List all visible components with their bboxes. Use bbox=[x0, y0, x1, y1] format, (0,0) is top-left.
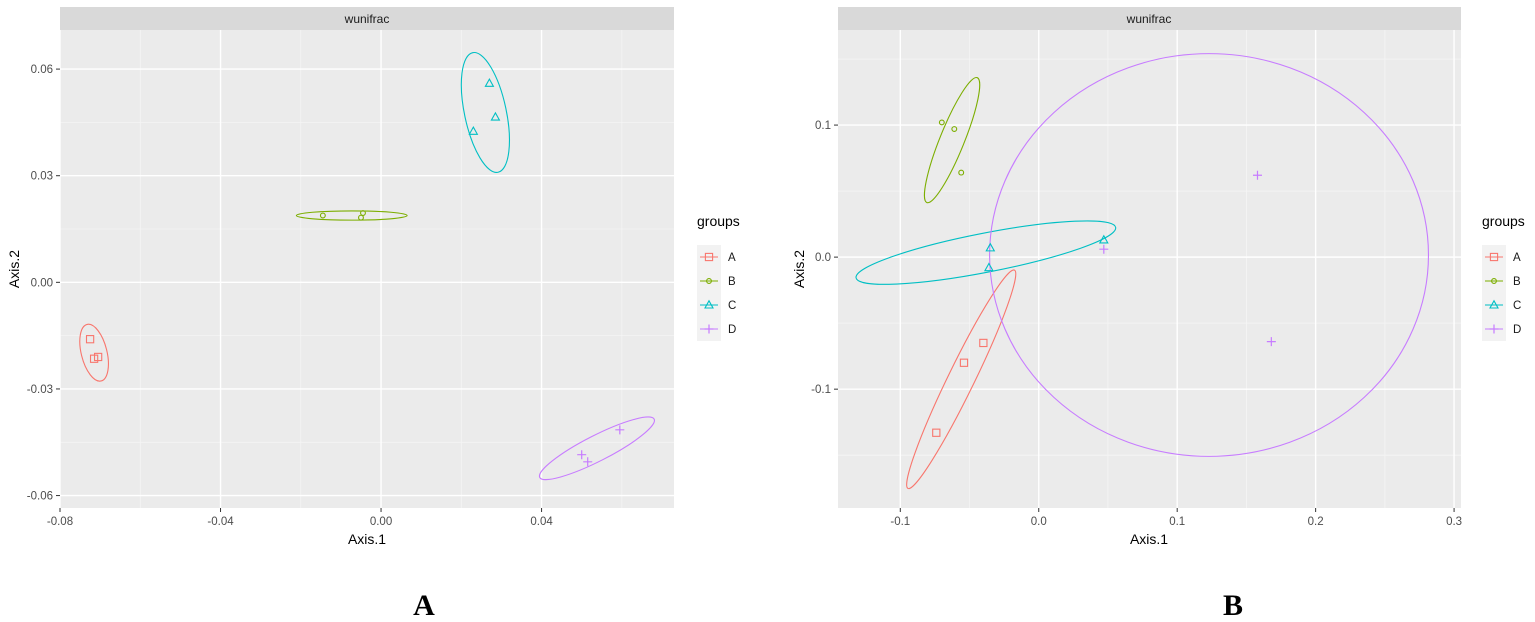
panel-a-y-tick-label: -0.03 bbox=[27, 384, 53, 396]
panel-a-point-d bbox=[583, 457, 593, 467]
panel-b: wunifrac -0.1 0.0 0.1 0.2 0.3 0.1 0.0 -0.1 Axis… bbox=[791, 7, 1525, 622]
panel-b-point-c bbox=[985, 242, 996, 252]
panel-a-ellipse-a bbox=[79, 323, 109, 382]
panel-b-x-axis-title: Axis.1 bbox=[1130, 531, 1168, 547]
panel-a-legend-label-c: C bbox=[728, 300, 736, 312]
panel-b-x-tick-label: 0.0 bbox=[1031, 516, 1047, 528]
panel-a-legend-key-symbol-c bbox=[704, 299, 714, 309]
panel-a-ticks: -0.08 -0.04 0.00 0.04 0.06 0.03 0.00 -0.03 -0.06 bbox=[27, 64, 554, 528]
panel-b-legend-label-a: A bbox=[1513, 252, 1521, 264]
panel-a-ellipses bbox=[79, 51, 656, 481]
panel-b-x-tick-label: 0.3 bbox=[1446, 516, 1462, 528]
panel-b-y-tick-label: 0.0 bbox=[815, 252, 831, 264]
panel-a-y-tick-label: 0.00 bbox=[31, 277, 53, 289]
panel-b-legend-label-c: C bbox=[1513, 300, 1521, 312]
panel-b-point-c bbox=[1098, 234, 1109, 244]
panel-b-point-d bbox=[1266, 337, 1276, 347]
panel-a-strip bbox=[60, 7, 674, 30]
panel-b-x-tick-label: 0.1 bbox=[1169, 516, 1185, 528]
panel-b-plot-background bbox=[838, 30, 1461, 508]
panel-b-point-d bbox=[1099, 244, 1109, 254]
panel-b-legend-key-symbol-a bbox=[1489, 252, 1499, 262]
panel-a-plot-background bbox=[60, 30, 674, 508]
panel-a-label: A bbox=[413, 589, 435, 622]
panel-b-ticks: -0.1 0.0 0.1 0.2 0.3 0.1 0.0 -0.1 bbox=[811, 120, 1462, 528]
panel-b-point-a bbox=[959, 358, 969, 367]
panel-a-ellipse-d bbox=[538, 416, 656, 481]
panel-a-point-c bbox=[484, 77, 495, 87]
panel-b-ellipse-c bbox=[855, 220, 1117, 285]
panel-a-legend-key-symbol-a bbox=[704, 252, 714, 262]
panel-a-ellipse-b bbox=[295, 210, 408, 221]
panel-a-y-tick-label: 0.03 bbox=[31, 171, 53, 183]
panel-a-point-c bbox=[490, 111, 501, 121]
panel-b-ellipse-a bbox=[906, 269, 1017, 490]
panel-a-point-b bbox=[319, 212, 326, 219]
panel-b-y-tick-label: 0.1 bbox=[815, 120, 831, 132]
panel-a-x-tick-label: -0.04 bbox=[207, 516, 234, 528]
panel-b-legend-label-d: D bbox=[1513, 324, 1521, 336]
panel-b-point-a bbox=[932, 428, 941, 437]
panel-a-legend-key-symbol-b bbox=[706, 278, 712, 284]
panel-b-label: B bbox=[1223, 589, 1243, 622]
panel-b-point-a bbox=[979, 338, 988, 348]
panel-a-point-a bbox=[85, 335, 95, 344]
panel-b-strip-title: wunifrac bbox=[1126, 12, 1172, 26]
panel-a-y-tick-label: -0.06 bbox=[27, 491, 53, 503]
panel-b-strip bbox=[838, 7, 1461, 30]
panel-a: wunifrac -0.08 -0.04 0.00 0.040.060.030.00-… bbox=[6, 7, 740, 622]
panel-b-point-b bbox=[938, 119, 945, 126]
panel-b-ellipse-b bbox=[923, 76, 981, 204]
panel-b-point-b bbox=[958, 169, 965, 176]
panel-a-point-b bbox=[360, 210, 366, 216]
panel-a-points bbox=[85, 77, 625, 467]
panel-a-x-tick-label: 0.00 bbox=[370, 516, 392, 528]
panel-b-y-axis-title: Axis.2 bbox=[791, 250, 807, 288]
panel-a-x-tick-label: 0.04 bbox=[530, 516, 553, 528]
panel-a-point-d bbox=[577, 450, 587, 460]
panel-a-legend-title: groups bbox=[697, 213, 740, 229]
panel-a-strip-title: wunifrac bbox=[344, 12, 390, 26]
panel-a-legend-key-symbol-d bbox=[704, 324, 714, 334]
panel-a-point-b bbox=[358, 214, 364, 221]
panel-a-point-a bbox=[93, 352, 103, 362]
panel-a-y-axis-title: Axis.2 bbox=[6, 250, 22, 288]
panel-a-point-d bbox=[615, 425, 625, 435]
panel-b-point-d bbox=[1252, 170, 1262, 180]
panel-a-ellipse-c bbox=[460, 51, 510, 173]
panel-a-legend-label-a: A bbox=[728, 252, 736, 264]
panel-b-y-tick-label: -0.1 bbox=[811, 384, 831, 396]
panel-b-legend-key-symbol-d bbox=[1489, 324, 1499, 334]
panel-b-ellipse-d bbox=[989, 53, 1430, 457]
panel-b-x-tick-label: -0.1 bbox=[890, 516, 910, 528]
panel-a-grid bbox=[59, 30, 674, 508]
panel-b-grid bbox=[838, 30, 1461, 508]
panel-b-legend-key-symbol-b bbox=[1491, 278, 1497, 284]
panel-a-y-tick-label: 0.06 bbox=[31, 64, 53, 76]
panel-b-legend-title: groups bbox=[1482, 213, 1525, 229]
panel-a-legend-label-b: B bbox=[728, 276, 736, 288]
panel-b-legend-label-b: B bbox=[1513, 276, 1521, 288]
panel-b-ellipses bbox=[855, 53, 1430, 490]
panel-a-legend-label-d: D bbox=[728, 324, 736, 336]
panel-b-points bbox=[932, 119, 1276, 437]
panel-b-x-tick-label: 0.2 bbox=[1308, 516, 1324, 528]
panel-a-point-c bbox=[468, 125, 479, 135]
panel-b-point-c bbox=[983, 262, 994, 272]
panel-a-x-tick-label: -0.08 bbox=[47, 516, 73, 528]
panel-b-legend-key-symbol-c bbox=[1489, 299, 1499, 309]
panel-b-point-b bbox=[951, 126, 958, 132]
panel-a-x-axis-title: Axis.1 bbox=[348, 531, 386, 547]
